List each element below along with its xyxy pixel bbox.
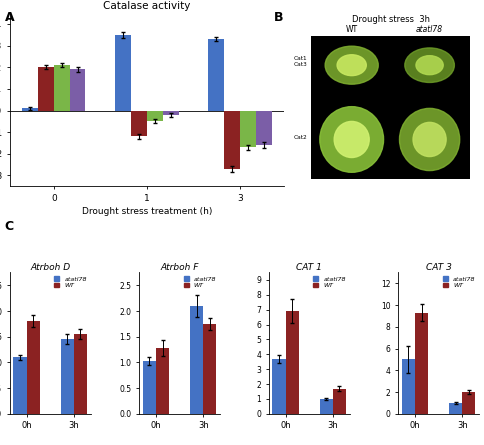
Bar [156, 348, 169, 414]
Bar [286, 311, 299, 414]
Ellipse shape [399, 109, 460, 170]
FancyBboxPatch shape [311, 36, 470, 179]
Bar [14, 357, 27, 414]
Bar [27, 321, 40, 414]
Bar [163, 110, 179, 115]
Bar [240, 110, 256, 147]
Legend: atatl78, WT: atatl78, WT [313, 275, 347, 289]
Bar [70, 69, 86, 110]
Title: Catalase activity: Catalase activity [103, 1, 191, 11]
Legend: WT, atatl78, RNAi#1, RNAi#2: WT, atatl78, RNAi#1, RNAi#2 [341, 74, 385, 108]
Ellipse shape [416, 56, 443, 75]
Bar [256, 110, 272, 145]
X-axis label: Drought stress treatment (h): Drought stress treatment (h) [82, 207, 212, 216]
Bar [402, 360, 415, 414]
Bar [38, 67, 54, 110]
Legend: atatl78, WT: atatl78, WT [442, 275, 476, 289]
Text: B: B [273, 11, 283, 24]
Bar [208, 39, 224, 110]
Title: Atrboh D: Atrboh D [30, 263, 70, 272]
Bar [143, 361, 156, 414]
Bar [319, 399, 333, 414]
Bar [449, 403, 462, 414]
Text: WT: WT [346, 25, 358, 34]
Ellipse shape [413, 122, 446, 157]
Bar [272, 359, 286, 414]
Legend: atatl78, WT: atatl78, WT [183, 275, 217, 289]
Ellipse shape [320, 107, 383, 172]
Bar [203, 324, 216, 414]
Title: Atrboh F: Atrboh F [161, 263, 199, 272]
Bar [131, 110, 147, 137]
Bar [462, 392, 475, 414]
Bar [54, 65, 70, 110]
Text: C: C [5, 220, 14, 233]
Text: Cat2: Cat2 [294, 135, 307, 140]
Ellipse shape [337, 55, 366, 76]
Text: Drought stress  3h: Drought stress 3h [352, 15, 430, 24]
Bar [22, 109, 38, 110]
Ellipse shape [325, 46, 378, 84]
Title: CAT 3: CAT 3 [426, 263, 452, 272]
Bar [333, 388, 346, 414]
Bar [224, 110, 240, 169]
Title: CAT 1: CAT 1 [296, 263, 322, 272]
Text: atatl78: atatl78 [416, 25, 443, 34]
Bar [115, 35, 131, 110]
Text: Cat1
Cat3: Cat1 Cat3 [294, 56, 307, 67]
Ellipse shape [334, 121, 369, 158]
Ellipse shape [405, 48, 454, 82]
Text: A: A [5, 11, 15, 24]
Bar [74, 334, 87, 414]
Bar [415, 313, 428, 414]
Legend: atatl78, WT: atatl78, WT [54, 275, 88, 289]
Bar [60, 340, 74, 414]
Bar [147, 110, 163, 121]
Bar [190, 306, 203, 414]
